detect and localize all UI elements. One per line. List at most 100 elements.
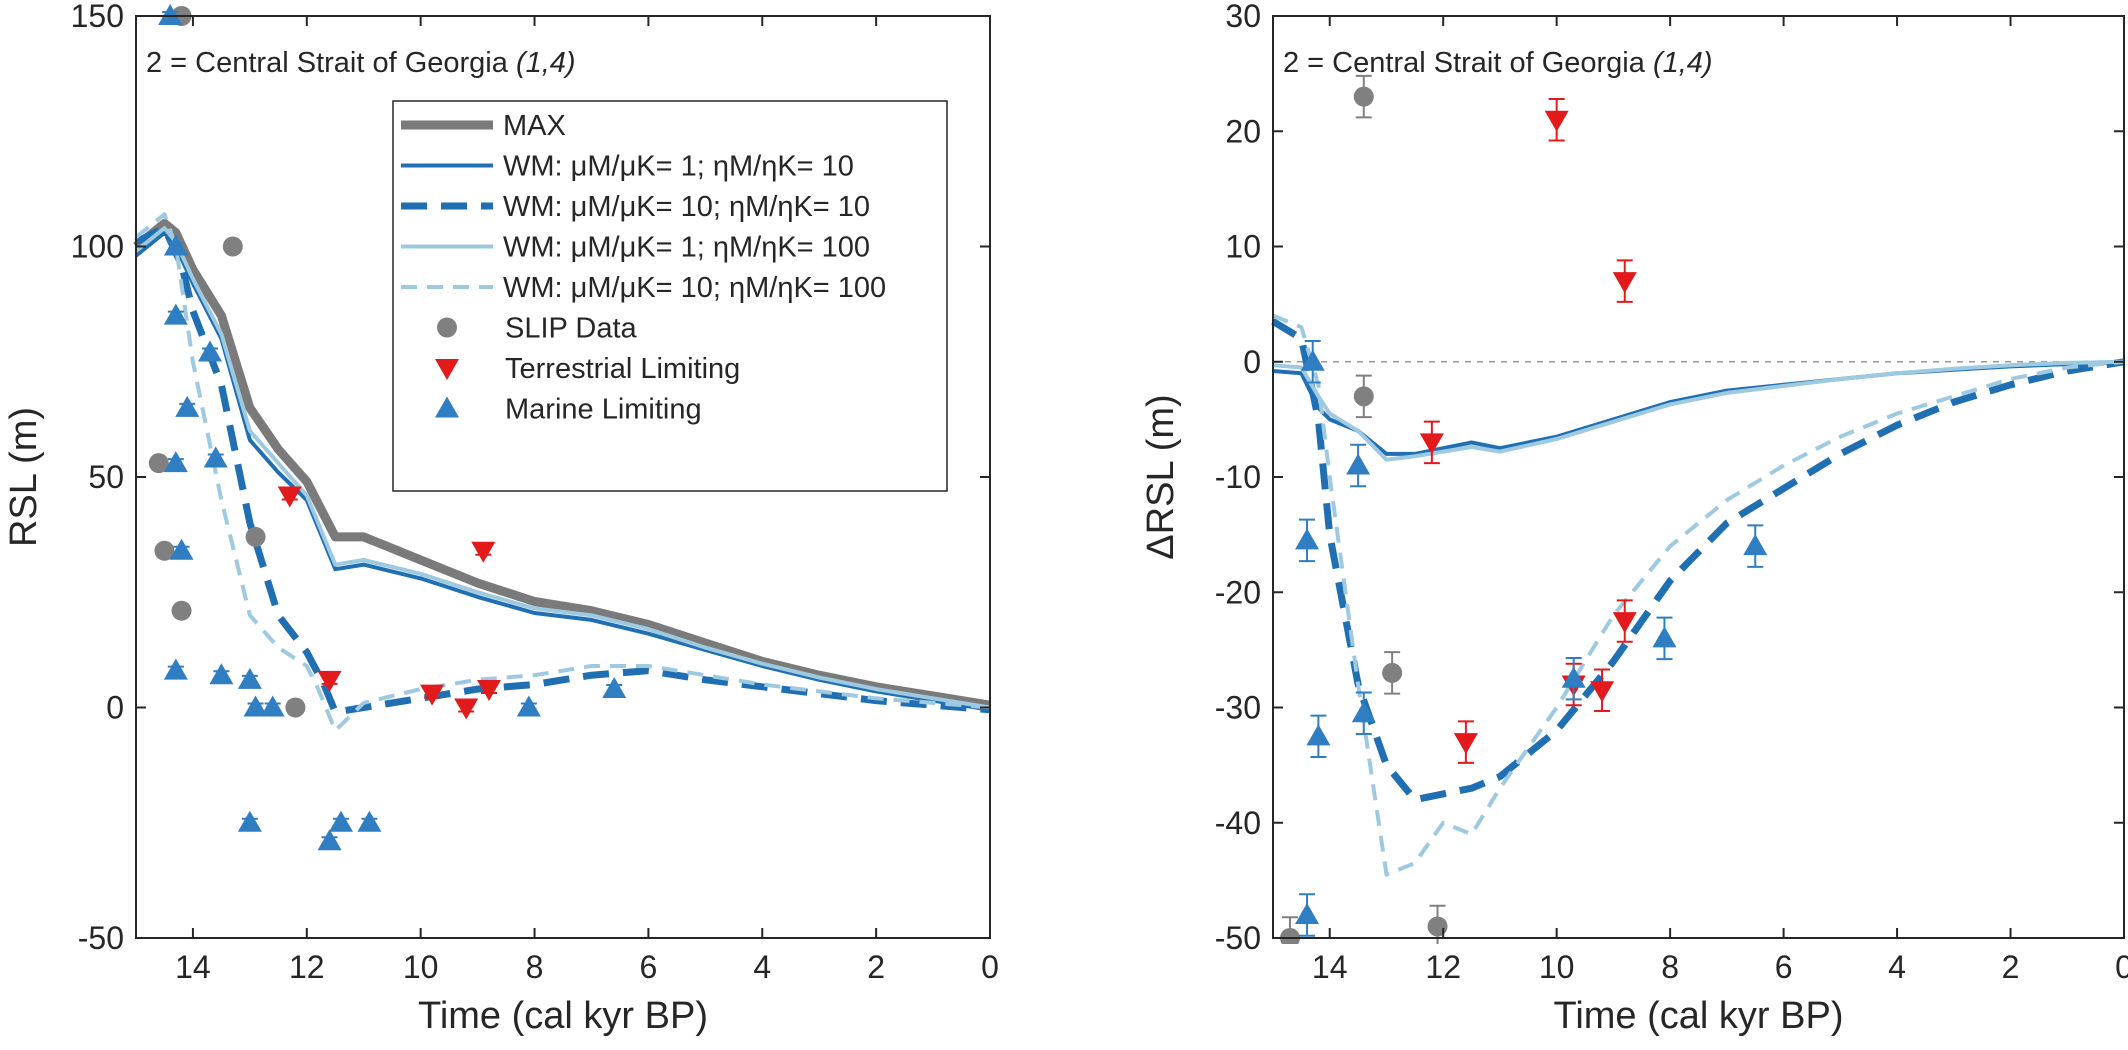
x-tick-label: 0	[981, 949, 999, 985]
y-tick-label: 20	[1225, 113, 1261, 149]
data-point-triangle-up	[1295, 902, 1320, 924]
x-tick-label: 10	[1539, 949, 1575, 985]
data-point-triangle-up	[602, 677, 627, 699]
y-tick-label: -40	[1215, 805, 1261, 841]
data-point-triangle-up	[163, 303, 188, 325]
panel-title-note: (1,4)	[516, 47, 576, 79]
data-point-circle	[1353, 86, 1374, 107]
series-line-2	[1271, 318, 2125, 804]
x-tick-label: 4	[1888, 949, 1906, 985]
data-point-triangle-up	[1561, 666, 1586, 688]
series-line-3	[134, 224, 991, 716]
y-tick-label: 50	[88, 459, 124, 495]
plot-area	[1271, 74, 2125, 944]
panel-title: 2 = Central Strait of Georgia (1,4)	[146, 47, 576, 79]
x-tick-label: 14	[1312, 949, 1348, 985]
data-point-triangle-down	[1544, 110, 1569, 132]
data-point-triangle-down	[1590, 681, 1615, 703]
series-line-1	[1272, 359, 2125, 456]
data-point-triangle-down	[476, 680, 501, 702]
y-tick-label: 0	[1243, 344, 1261, 380]
legend-entry-label: WM: μM/μK= 10; ηM/ηK= 100	[503, 272, 886, 304]
plot-area	[133, 4, 991, 851]
legend-entry-label: WM: μM/μK= 1; ηM/ηK= 100	[503, 232, 870, 264]
legend-marker-swatch	[437, 317, 457, 338]
data-point-triangle-down	[1612, 272, 1637, 294]
y-tick-label: 100	[71, 229, 124, 265]
x-tick-label: 14	[175, 949, 211, 985]
x-tick-label: 12	[1425, 949, 1461, 985]
data-point-triangle-up	[1743, 534, 1768, 556]
y-tick-label: 10	[1225, 229, 1261, 265]
data-point-triangle-up	[1306, 724, 1331, 746]
data-point-circle	[171, 600, 192, 621]
x-axis-label: Time (cal kyr BP)	[418, 995, 708, 1037]
data-point-triangle-up	[163, 658, 188, 680]
axes-box	[1272, 15, 2125, 939]
data-point-triangle-up	[243, 695, 268, 717]
data-point-triangle-down	[420, 684, 445, 706]
x-tick-label: 2	[867, 949, 885, 985]
legend-entry-label: Marine Limiting	[505, 394, 702, 426]
panel-title-main: 2 = Central Strait of Georgia	[146, 47, 516, 79]
data-point-triangle-down	[471, 541, 496, 563]
data-point-triangle-down	[317, 670, 342, 692]
data-point-circle	[222, 236, 243, 257]
x-tick-label: 2	[2002, 949, 2020, 985]
y-axis-label: RSL (m)	[3, 407, 45, 547]
data-point-triangle-up	[163, 234, 188, 256]
x-tick-label: 8	[526, 949, 544, 985]
data-point-triangle-up	[169, 538, 194, 560]
data-point-triangle-down	[277, 486, 302, 508]
legend-entry-label: MAX	[503, 110, 566, 142]
x-tick-label: 10	[403, 949, 439, 985]
legend-marker-swatch	[435, 396, 459, 418]
y-tick-label: -20	[1215, 574, 1261, 610]
data-point-triangle-up	[158, 4, 183, 25]
y-tick-label: 30	[1225, 0, 1261, 34]
data-point-triangle-up	[1300, 349, 1325, 371]
data-point-circle	[1382, 662, 1403, 683]
data-point-circle	[154, 540, 175, 561]
data-point-triangle-up	[237, 810, 262, 832]
legend-entry-label: WM: μM/μK= 1; ηM/ηK= 10	[503, 151, 854, 183]
data-point-triangle-up	[163, 451, 188, 473]
y-tick-label: -50	[78, 920, 124, 956]
legend-marker-swatch	[435, 359, 459, 380]
y-tick-label: 150	[71, 0, 124, 34]
y-axis-label: ΔRSL (m)	[1140, 394, 1182, 559]
data-point-circle	[285, 697, 306, 718]
x-tick-label: 0	[2115, 949, 2128, 985]
x-tick-label: 8	[1661, 949, 1679, 985]
x-tick-label: 12	[289, 949, 325, 985]
data-point-triangle-up	[1652, 626, 1677, 648]
data-point-circle	[148, 453, 169, 474]
y-tick-label: -10	[1215, 459, 1261, 495]
chart-panel-1: 14 12 10 8 6 4 2 0 -50 0 50 100 150 Time (cal kyr BP)…	[3, 0, 999, 1037]
data-point-circle	[1280, 928, 1301, 944]
legend-entry-label: Terrestrial Limiting	[505, 353, 740, 385]
data-point-triangle-up	[237, 667, 262, 689]
panel-title-note: (1,4)	[1653, 47, 1713, 79]
legend-entry-label: SLIP Data	[505, 313, 638, 345]
data-point-triangle-up	[175, 395, 200, 417]
data-point-triangle-down	[1419, 433, 1444, 455]
series-line-3	[1272, 359, 2125, 462]
series-line-2	[134, 230, 991, 712]
series-line-1	[133, 218, 991, 710]
data-point-circle	[1427, 916, 1448, 937]
data-point-triangle-up	[317, 829, 342, 851]
series-line-5	[134, 212, 991, 733]
data-point-triangle-up	[198, 340, 223, 362]
data-point-triangle-down	[1612, 612, 1637, 634]
data-point-triangle-up	[357, 810, 382, 832]
x-tick-label: 4	[753, 949, 771, 985]
data-point-triangle-up	[209, 663, 234, 685]
panel-title-main: 2 = Central Strait of Georgia	[1283, 47, 1653, 79]
panel-title: 2 = Central Strait of Georgia (1,4)	[1283, 47, 1713, 79]
data-point-triangle-down	[1453, 733, 1478, 755]
data-point-triangle-up	[516, 695, 541, 717]
y-tick-label: -50	[1215, 920, 1261, 956]
